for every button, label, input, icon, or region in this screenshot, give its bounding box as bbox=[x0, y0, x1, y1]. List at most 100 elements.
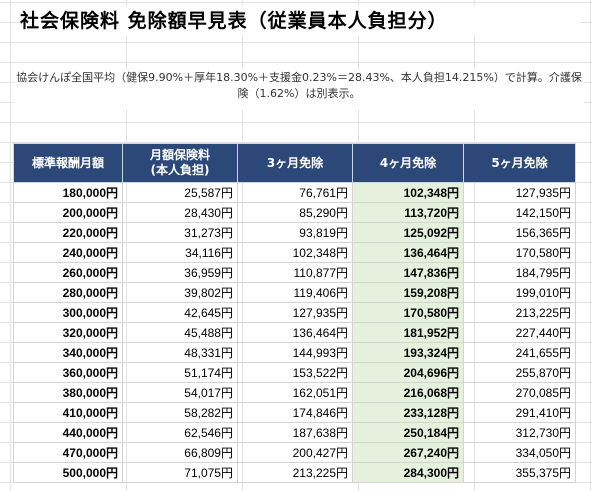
cell-5-month[interactable]: 184,795円 bbox=[463, 262, 576, 283]
cell-5-month[interactable]: 255,870円 bbox=[463, 362, 576, 383]
cell-standard-monthly-pay[interactable]: 240,000円 bbox=[13, 242, 123, 263]
cell-standard-monthly-pay[interactable]: 220,000円 bbox=[13, 222, 123, 243]
cell-monthly-premium[interactable]: 42,645円 bbox=[122, 302, 238, 323]
table-row: 320,000円 45,488円 136,464円 181,952円 227,440円 bbox=[13, 322, 576, 343]
page-title: 社会保険料 免除額早見表（従業員本人負担分） bbox=[20, 6, 580, 36]
cell-3-month[interactable]: 200,427円 bbox=[237, 442, 353, 463]
table-body: 180,000円 25,587円 76,761円 102,348円 127,935円 20… bbox=[13, 182, 576, 483]
table-row: 240,000円 34,116円 102,348円 136,464円 170,580円 bbox=[13, 242, 576, 263]
cell-monthly-premium[interactable]: 34,116円 bbox=[122, 242, 238, 263]
cell-standard-monthly-pay[interactable]: 180,000円 bbox=[13, 182, 123, 203]
table-row: 300,000円 42,645円 127,935円 170,580円 213,225円 bbox=[13, 302, 576, 323]
cell-4-month[interactable]: 284,300円 bbox=[352, 462, 464, 483]
cell-5-month[interactable]: 170,580円 bbox=[463, 242, 576, 263]
table-row: 360,000円 51,174円 153,522円 204,696円 255,870円 bbox=[13, 362, 576, 383]
cell-3-month[interactable]: 85,290円 bbox=[237, 202, 353, 223]
cell-5-month[interactable]: 334,050円 bbox=[463, 442, 576, 463]
cell-4-month[interactable]: 204,696円 bbox=[352, 362, 464, 383]
cell-standard-monthly-pay[interactable]: 260,000円 bbox=[13, 262, 123, 283]
table-row: 380,000円 54,017円 162,051円 216,068円 270,085円 bbox=[13, 382, 576, 403]
table-row: 180,000円 25,587円 76,761円 102,348円 127,935円 bbox=[13, 182, 576, 203]
cell-5-month[interactable]: 142,150円 bbox=[463, 202, 576, 223]
cell-3-month[interactable]: 102,348円 bbox=[237, 242, 353, 263]
cell-standard-monthly-pay[interactable]: 320,000円 bbox=[13, 322, 123, 343]
table-row: 280,000円 39,802円 119,406円 159,208円 199,010円 bbox=[13, 282, 576, 303]
cell-5-month[interactable]: 127,935円 bbox=[463, 182, 576, 203]
cell-monthly-premium[interactable]: 45,488円 bbox=[122, 322, 238, 343]
cell-5-month[interactable]: 156,365円 bbox=[463, 222, 576, 243]
table-row: 410,000円 58,282円 174,846円 233,128円 291,410円 bbox=[13, 402, 576, 423]
cell-monthly-premium[interactable]: 71,075円 bbox=[122, 462, 238, 483]
cell-4-month[interactable]: 147,836円 bbox=[352, 262, 464, 283]
cell-3-month[interactable]: 119,406円 bbox=[237, 282, 353, 303]
cell-3-month[interactable]: 144,993円 bbox=[237, 342, 353, 363]
exemption-table: 標準報酬月額 月額保険料 (本人負担) 3ヶ月免除 4ヶ月免除 5ヶ月免除 180… bbox=[13, 143, 576, 483]
cell-4-month[interactable]: 113,720円 bbox=[352, 202, 464, 223]
cell-standard-monthly-pay[interactable]: 280,000円 bbox=[13, 282, 123, 303]
calculation-note: 協会けんぽ全国平均（健保9.90%＋厚年18.30%＋支援金0.23%＝28.4… bbox=[14, 70, 584, 110]
cell-3-month[interactable]: 93,819円 bbox=[237, 222, 353, 243]
cell-3-month[interactable]: 174,846円 bbox=[237, 402, 353, 423]
cell-3-month[interactable]: 76,761円 bbox=[237, 182, 353, 203]
cell-standard-monthly-pay[interactable]: 470,000円 bbox=[13, 442, 123, 463]
cell-3-month[interactable]: 127,935円 bbox=[237, 302, 353, 323]
cell-5-month[interactable]: 227,440円 bbox=[463, 322, 576, 343]
cell-4-month[interactable]: 102,348円 bbox=[352, 182, 464, 203]
cell-5-month[interactable]: 291,410円 bbox=[463, 402, 576, 423]
cell-4-month[interactable]: 267,240円 bbox=[352, 442, 464, 463]
cell-monthly-premium[interactable]: 31,273円 bbox=[122, 222, 238, 243]
cell-monthly-premium[interactable]: 62,546円 bbox=[122, 422, 238, 443]
cell-monthly-premium[interactable]: 39,802円 bbox=[122, 282, 238, 303]
cell-standard-monthly-pay[interactable]: 340,000円 bbox=[13, 342, 123, 363]
cell-4-month[interactable]: 193,324円 bbox=[352, 342, 464, 363]
cell-3-month[interactable]: 187,638円 bbox=[237, 422, 353, 443]
cell-5-month[interactable]: 241,655円 bbox=[463, 342, 576, 363]
header-4-month-exemption: 4ヶ月免除 bbox=[352, 143, 464, 183]
header-monthly-premium: 月額保険料 (本人負担) bbox=[122, 143, 238, 183]
table-row: 220,000円 31,273円 93,819円 125,092円 156,365円 bbox=[13, 222, 576, 243]
cell-5-month[interactable]: 199,010円 bbox=[463, 282, 576, 303]
cell-3-month[interactable]: 136,464円 bbox=[237, 322, 353, 343]
cell-4-month[interactable]: 136,464円 bbox=[352, 242, 464, 263]
cell-3-month[interactable]: 213,225円 bbox=[237, 462, 353, 483]
cell-5-month[interactable]: 312,730円 bbox=[463, 422, 576, 443]
table-header-row: 標準報酬月額 月額保険料 (本人負担) 3ヶ月免除 4ヶ月免除 5ヶ月免除 bbox=[13, 143, 576, 183]
table-row: 200,000円 28,430円 85,290円 113,720円 142,150円 bbox=[13, 202, 576, 223]
cell-3-month[interactable]: 162,051円 bbox=[237, 382, 353, 403]
cell-3-month[interactable]: 110,877円 bbox=[237, 262, 353, 283]
table-row: 340,000円 48,331円 144,993円 193,324円 241,655円 bbox=[13, 342, 576, 363]
cell-4-month[interactable]: 170,580円 bbox=[352, 302, 464, 323]
table-row: 260,000円 36,959円 110,877円 147,836円 184,795円 bbox=[13, 262, 576, 283]
cell-monthly-premium[interactable]: 28,430円 bbox=[122, 202, 238, 223]
cell-monthly-premium[interactable]: 66,809円 bbox=[122, 442, 238, 463]
cell-5-month[interactable]: 355,375円 bbox=[463, 462, 576, 483]
header-3-month-exemption: 3ヶ月免除 bbox=[237, 143, 353, 183]
cell-standard-monthly-pay[interactable]: 440,000円 bbox=[13, 422, 123, 443]
header-monthly-premium-label: 月額保険料 (本人負担) bbox=[149, 148, 210, 177]
cell-4-month[interactable]: 125,092円 bbox=[352, 222, 464, 243]
cell-4-month[interactable]: 250,184円 bbox=[352, 422, 464, 443]
cell-monthly-premium[interactable]: 36,959円 bbox=[122, 262, 238, 283]
header-5-month-exemption: 5ヶ月免除 bbox=[463, 143, 576, 183]
cell-standard-monthly-pay[interactable]: 410,000円 bbox=[13, 402, 123, 423]
cell-monthly-premium[interactable]: 54,017円 bbox=[122, 382, 238, 403]
cell-4-month[interactable]: 159,208円 bbox=[352, 282, 464, 303]
cell-standard-monthly-pay[interactable]: 380,000円 bbox=[13, 382, 123, 403]
table-row: 500,000円 71,075円 213,225円 284,300円 355,375円 bbox=[13, 462, 576, 483]
cell-standard-monthly-pay[interactable]: 200,000円 bbox=[13, 202, 123, 223]
table-row: 440,000円 62,546円 187,638円 250,184円 312,730円 bbox=[13, 422, 576, 443]
cell-monthly-premium[interactable]: 25,587円 bbox=[122, 182, 238, 203]
cell-5-month[interactable]: 213,225円 bbox=[463, 302, 576, 323]
cell-standard-monthly-pay[interactable]: 360,000円 bbox=[13, 362, 123, 383]
cell-3-month[interactable]: 153,522円 bbox=[237, 362, 353, 383]
cell-standard-monthly-pay[interactable]: 500,000円 bbox=[13, 462, 123, 483]
cell-monthly-premium[interactable]: 58,282円 bbox=[122, 402, 238, 423]
cell-standard-monthly-pay[interactable]: 300,000円 bbox=[13, 302, 123, 323]
cell-4-month[interactable]: 181,952円 bbox=[352, 322, 464, 343]
table-row: 470,000円 66,809円 200,427円 267,240円 334,050円 bbox=[13, 442, 576, 463]
cell-4-month[interactable]: 233,128円 bbox=[352, 402, 464, 423]
cell-monthly-premium[interactable]: 51,174円 bbox=[122, 362, 238, 383]
cell-5-month[interactable]: 270,085円 bbox=[463, 382, 576, 403]
cell-4-month[interactable]: 216,068円 bbox=[352, 382, 464, 403]
cell-monthly-premium[interactable]: 48,331円 bbox=[122, 342, 238, 363]
